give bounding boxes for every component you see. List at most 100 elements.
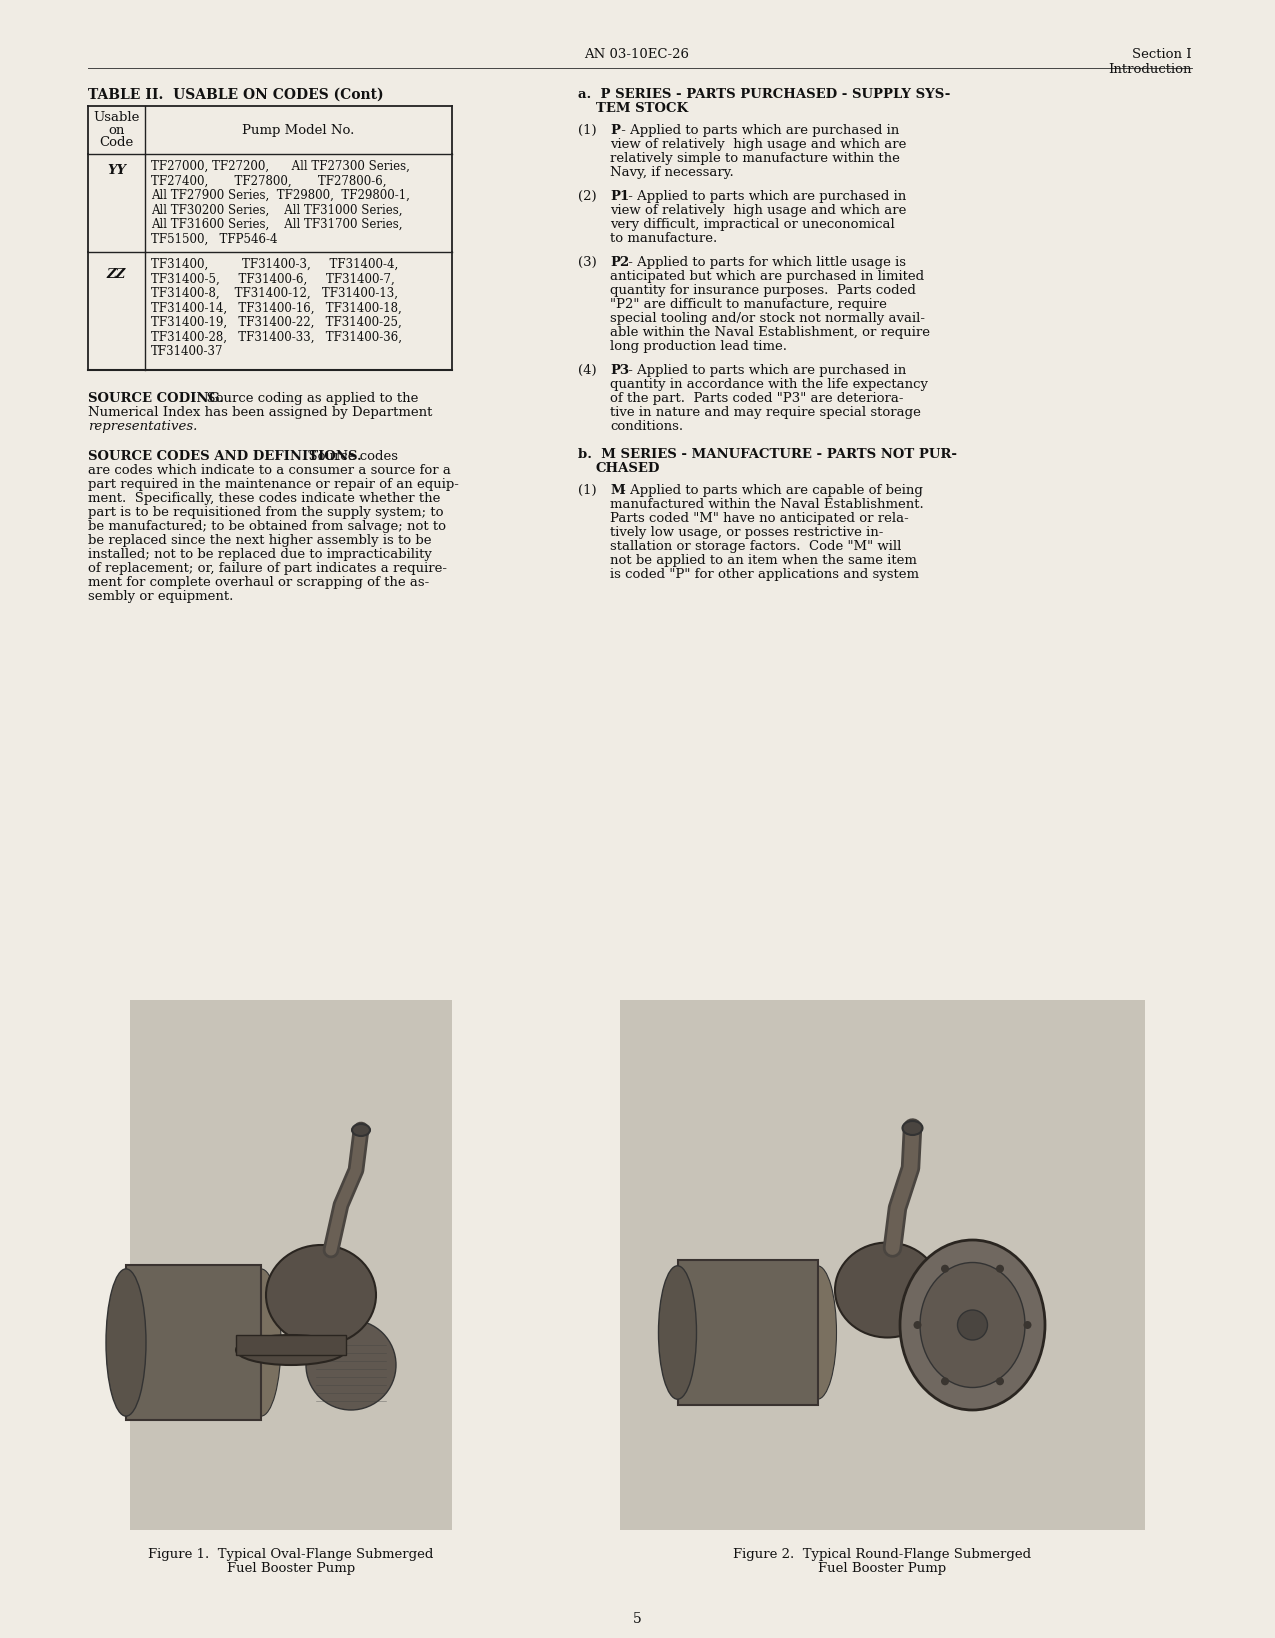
Text: TF31400-37: TF31400-37 xyxy=(150,346,223,359)
Text: TF31400-14,   TF31400-16,   TF31400-18,: TF31400-14, TF31400-16, TF31400-18, xyxy=(150,301,402,314)
Text: a.  P SERIES - PARTS PURCHASED - SUPPLY SYS-: a. P SERIES - PARTS PURCHASED - SUPPLY S… xyxy=(578,88,950,102)
Text: All TF27900 Series,  TF29800,  TF29800-1,: All TF27900 Series, TF29800, TF29800-1, xyxy=(150,188,409,201)
Ellipse shape xyxy=(996,1378,1003,1386)
Text: not be applied to an item when the same item: not be applied to an item when the same … xyxy=(609,554,917,567)
Text: conditions.: conditions. xyxy=(609,419,683,432)
Text: CHASED: CHASED xyxy=(595,462,660,475)
Text: (3): (3) xyxy=(578,256,597,269)
Text: 5: 5 xyxy=(632,1612,641,1627)
Bar xyxy=(620,1001,1145,1530)
Text: (4): (4) xyxy=(578,364,597,377)
Text: M: M xyxy=(609,483,625,496)
Text: part required in the maintenance or repair of an equip-: part required in the maintenance or repa… xyxy=(88,478,459,491)
Text: ment.  Specifically, these codes indicate whether the: ment. Specifically, these codes indicate… xyxy=(88,491,440,505)
Ellipse shape xyxy=(306,1320,397,1410)
Text: to manufacture.: to manufacture. xyxy=(609,233,718,246)
Text: YY: YY xyxy=(107,164,126,177)
Ellipse shape xyxy=(941,1378,949,1386)
Text: of the part.  Parts coded "P3" are deteriora-: of the part. Parts coded "P3" are deteri… xyxy=(609,391,904,405)
Text: Pump Model No.: Pump Model No. xyxy=(242,124,354,138)
Ellipse shape xyxy=(352,1124,370,1137)
Ellipse shape xyxy=(921,1263,1025,1387)
Text: b.  M SERIES - MANUFACTURE - PARTS NOT PUR-: b. M SERIES - MANUFACTURE - PARTS NOT PU… xyxy=(578,449,958,460)
Ellipse shape xyxy=(913,1320,922,1328)
Ellipse shape xyxy=(106,1269,147,1417)
Bar xyxy=(677,1260,817,1405)
Text: view of relatively  high usage and which are: view of relatively high usage and which … xyxy=(609,138,907,151)
Text: ment for complete overhaul or scrapping of the as-: ment for complete overhaul or scrapping … xyxy=(88,577,430,590)
Text: part is to be requisitioned from the supply system; to: part is to be requisitioned from the sup… xyxy=(88,506,444,519)
Text: Section I: Section I xyxy=(1132,48,1192,61)
Text: TF31400-5,     TF31400-6,     TF31400-7,: TF31400-5, TF31400-6, TF31400-7, xyxy=(150,272,395,285)
Ellipse shape xyxy=(835,1243,940,1338)
Text: Figure 1.  Typical Oval-Flange Submerged: Figure 1. Typical Oval-Flange Submerged xyxy=(148,1548,434,1561)
Text: TF31400-19,   TF31400-22,   TF31400-25,: TF31400-19, TF31400-22, TF31400-25, xyxy=(150,316,402,329)
Text: (1): (1) xyxy=(578,124,597,138)
Text: manufactured within the Naval Establishment.: manufactured within the Naval Establishm… xyxy=(609,498,924,511)
Bar xyxy=(130,1001,453,1530)
Text: "P2" are difficult to manufacture, require: "P2" are difficult to manufacture, requi… xyxy=(609,298,887,311)
Text: representatives.: representatives. xyxy=(88,419,198,432)
Text: Source codes: Source codes xyxy=(300,450,398,464)
Text: SOURCE CODING.: SOURCE CODING. xyxy=(88,391,224,405)
Ellipse shape xyxy=(958,1310,988,1340)
Text: are codes which indicate to a consumer a source for a: are codes which indicate to a consumer a… xyxy=(88,464,451,477)
Text: TF27400,       TF27800,       TF27800-6,: TF27400, TF27800, TF27800-6, xyxy=(150,175,386,187)
Text: TF51500,   TFP546-4: TF51500, TFP546-4 xyxy=(150,233,278,246)
Text: long production lead time.: long production lead time. xyxy=(609,341,787,354)
Text: tively low usage, or posses restrictive in-: tively low usage, or posses restrictive … xyxy=(609,526,884,539)
Ellipse shape xyxy=(996,1265,1003,1273)
Text: P: P xyxy=(609,124,620,138)
Text: TF27000, TF27200,      All TF27300 Series,: TF27000, TF27200, All TF27300 Series, xyxy=(150,161,409,174)
Text: of replacement; or, failure of part indicates a require-: of replacement; or, failure of part indi… xyxy=(88,562,448,575)
Text: TEM STOCK: TEM STOCK xyxy=(595,102,689,115)
Ellipse shape xyxy=(236,1335,346,1364)
Text: - Applied to parts which are purchased in: - Applied to parts which are purchased i… xyxy=(623,190,905,203)
Text: - Applied to parts which are capable of being: - Applied to parts which are capable of … xyxy=(617,483,923,496)
Text: TF31400-8,    TF31400-12,   TF31400-13,: TF31400-8, TF31400-12, TF31400-13, xyxy=(150,287,398,300)
Text: be replaced since the next higher assembly is to be: be replaced since the next higher assemb… xyxy=(88,534,431,547)
Text: TABLE II.  USABLE ON CODES (Cont): TABLE II. USABLE ON CODES (Cont) xyxy=(88,88,384,102)
Ellipse shape xyxy=(1024,1320,1031,1328)
Text: Figure 2.  Typical Round-Flange Submerged: Figure 2. Typical Round-Flange Submerged xyxy=(733,1548,1031,1561)
Text: ZZ: ZZ xyxy=(107,269,126,282)
Text: on: on xyxy=(108,124,125,138)
Text: Fuel Booster Pump: Fuel Booster Pump xyxy=(227,1563,354,1576)
Text: very difficult, impractical or uneconomical: very difficult, impractical or uneconomi… xyxy=(609,218,895,231)
Text: P3: P3 xyxy=(609,364,629,377)
Ellipse shape xyxy=(798,1266,836,1399)
Text: - Applied to parts which are purchased in: - Applied to parts which are purchased i… xyxy=(623,364,905,377)
Text: P2: P2 xyxy=(609,256,630,269)
Text: TF31400-28,   TF31400-33,   TF31400-36,: TF31400-28, TF31400-33, TF31400-36, xyxy=(150,331,402,344)
Text: tive in nature and may require special storage: tive in nature and may require special s… xyxy=(609,406,921,419)
Text: anticipated but which are purchased in limited: anticipated but which are purchased in l… xyxy=(609,270,924,283)
Ellipse shape xyxy=(941,1265,949,1273)
Text: Fuel Booster Pump: Fuel Booster Pump xyxy=(819,1563,946,1576)
Text: sembly or equipment.: sembly or equipment. xyxy=(88,590,233,603)
Text: TF31400,         TF31400-3,     TF31400-4,: TF31400, TF31400-3, TF31400-4, xyxy=(150,259,398,270)
Text: All TF30200 Series,    All TF31000 Series,: All TF30200 Series, All TF31000 Series, xyxy=(150,203,403,216)
Text: view of relatively  high usage and which are: view of relatively high usage and which … xyxy=(609,205,907,216)
Text: Code: Code xyxy=(99,136,134,149)
Text: installed; not to be replaced due to impracticability: installed; not to be replaced due to imp… xyxy=(88,549,432,560)
Ellipse shape xyxy=(903,1120,923,1135)
Ellipse shape xyxy=(241,1269,280,1417)
Text: - Applied to parts for which little usage is: - Applied to parts for which little usag… xyxy=(623,256,905,269)
Text: able within the Naval Establishment, or require: able within the Naval Establishment, or … xyxy=(609,326,929,339)
Text: AN 03-10EC-26: AN 03-10EC-26 xyxy=(584,48,690,61)
Text: quantity in accordance with the life expectancy: quantity in accordance with the life exp… xyxy=(609,378,928,391)
Text: Source coding as applied to the: Source coding as applied to the xyxy=(198,391,418,405)
Bar xyxy=(126,1265,261,1420)
Bar xyxy=(236,1335,346,1355)
Text: Parts coded "M" have no anticipated or rela-: Parts coded "M" have no anticipated or r… xyxy=(609,513,909,526)
Text: stallation or storage factors.  Code "M" will: stallation or storage factors. Code "M" … xyxy=(609,541,901,554)
Text: - Applied to parts which are purchased in: - Applied to parts which are purchased i… xyxy=(617,124,899,138)
Text: be manufactured; to be obtained from salvage; not to: be manufactured; to be obtained from sal… xyxy=(88,519,446,532)
Text: Navy, if necessary.: Navy, if necessary. xyxy=(609,165,733,179)
Text: SOURCE CODES AND DEFINITIONS.: SOURCE CODES AND DEFINITIONS. xyxy=(88,450,362,464)
Text: Numerical Index has been assigned by Department: Numerical Index has been assigned by Dep… xyxy=(88,406,432,419)
Text: (2): (2) xyxy=(578,190,597,203)
Text: Introduction: Introduction xyxy=(1108,62,1192,75)
Text: special tooling and/or stock not normally avail-: special tooling and/or stock not normall… xyxy=(609,311,924,324)
Text: (1): (1) xyxy=(578,483,597,496)
